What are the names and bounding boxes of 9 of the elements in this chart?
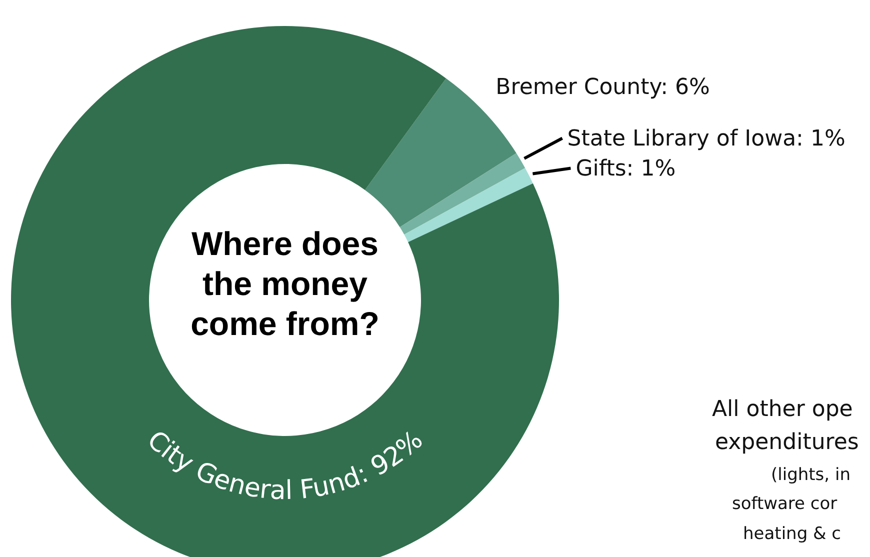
- text: All other ope: [712, 397, 853, 422]
- text: software cor: [732, 494, 838, 514]
- slice-label: Gifts: 1%: [576, 156, 676, 182]
- text: expenditures: [715, 430, 859, 455]
- slice-label: State Library of Iowa: 1%: [567, 126, 846, 152]
- text: (lights, in: [771, 465, 850, 485]
- text: heating & c: [743, 524, 842, 544]
- slice-label: Bremer County: 6%: [496, 75, 710, 100]
- text: Where does the money come from?: [190, 225, 380, 342]
